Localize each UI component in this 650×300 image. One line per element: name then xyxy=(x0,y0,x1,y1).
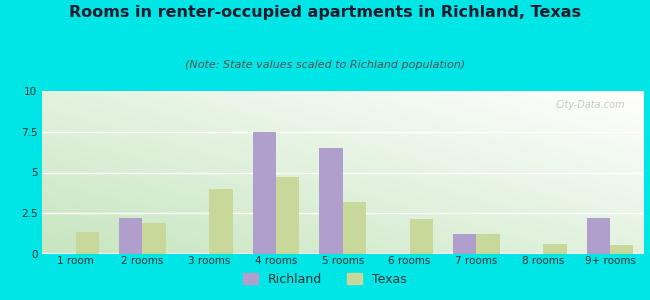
Bar xyxy=(610,245,634,253)
Bar xyxy=(453,234,476,254)
Bar xyxy=(410,220,433,254)
Bar xyxy=(343,202,366,254)
Bar xyxy=(209,189,233,254)
Bar xyxy=(276,177,300,254)
Bar xyxy=(587,218,610,253)
Text: (Note: State values scaled to Richland population): (Note: State values scaled to Richland p… xyxy=(185,60,465,70)
Bar xyxy=(543,244,567,254)
Legend: Richland, Texas: Richland, Texas xyxy=(238,268,412,291)
Bar xyxy=(253,132,276,254)
Text: Rooms in renter-occupied apartments in Richland, Texas: Rooms in renter-occupied apartments in R… xyxy=(69,4,581,20)
Bar xyxy=(75,232,99,254)
Bar xyxy=(320,148,343,254)
Bar xyxy=(142,223,166,254)
Bar xyxy=(119,218,142,253)
Text: City-Data.com: City-Data.com xyxy=(556,100,625,110)
Bar xyxy=(476,234,500,254)
